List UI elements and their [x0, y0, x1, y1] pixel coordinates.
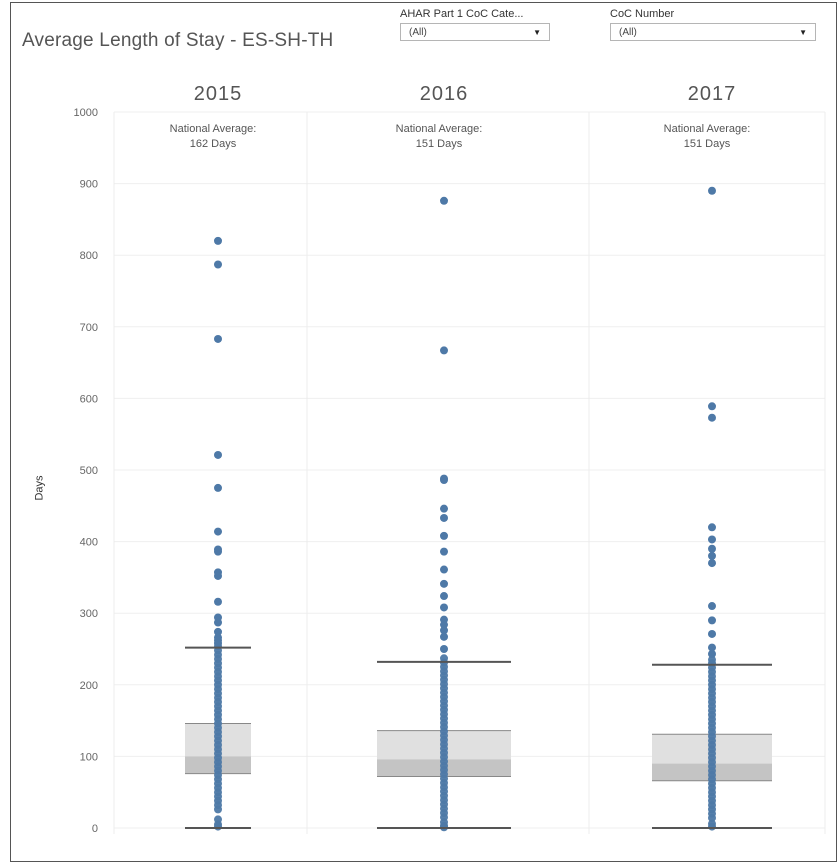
filter-ahar-label: AHAR Part 1 CoC Cate...: [400, 8, 524, 20]
chevron-down-icon: ▼: [533, 27, 541, 37]
filter-ahar-category: AHAR Part 1 CoC Cate... (All) ▼: [400, 8, 550, 41]
y-tick-label: 800: [80, 250, 98, 262]
outlier-point: [708, 650, 716, 659]
national-average-value: 151 Days: [416, 138, 463, 150]
outlier-point: [440, 565, 448, 574]
y-tick-label: 900: [80, 179, 98, 191]
y-tick-label: 700: [80, 322, 98, 334]
outlier-point: [440, 513, 448, 522]
y-tick-label: 600: [80, 393, 98, 405]
outlier-point: [214, 547, 222, 556]
outlier-point: [214, 627, 222, 636]
outlier-point: [708, 551, 716, 560]
outlier-point: [214, 527, 222, 536]
y-tick-label: 300: [80, 608, 98, 620]
outlier-point: [214, 597, 222, 606]
outlier-point: [708, 544, 716, 553]
outlier-point: [440, 645, 448, 653]
outlier-point: [708, 535, 716, 544]
outlier-point: [440, 547, 448, 556]
outlier-point: [214, 450, 222, 459]
dashboard-frame: [10, 2, 837, 862]
outlier-point: [440, 346, 448, 355]
outlier-point: [440, 476, 448, 485]
y-tick-label: 400: [80, 537, 98, 549]
national-average-label: National Average:: [170, 123, 257, 135]
national-average-label: National Average:: [664, 123, 751, 135]
outlier-point: [440, 531, 448, 540]
outlier-point: [214, 639, 222, 648]
national-average-value: 162 Days: [190, 138, 237, 150]
outlier-point: [440, 626, 448, 635]
data-point: [708, 822, 716, 831]
filter-coc-number: CoC Number (All) ▼: [610, 8, 816, 41]
outlier-point: [214, 618, 222, 627]
outlier-point: [708, 413, 716, 422]
data-point: [708, 813, 716, 822]
outlier-point: [214, 571, 222, 580]
outlier-point: [708, 402, 716, 411]
outlier-point: [708, 643, 716, 652]
panel-year-header: 2016: [420, 83, 469, 105]
outlier-point: [440, 620, 448, 629]
data-point: [214, 805, 222, 814]
outlier-point: [214, 483, 222, 492]
y-tick-label: 0: [92, 823, 98, 835]
outlier-point: [440, 196, 448, 205]
outlier-point: [708, 559, 716, 568]
outlier-point: [440, 504, 448, 513]
outlier-point: [708, 616, 716, 625]
filter-coc-label: CoC Number: [610, 8, 675, 20]
outlier-point: [708, 629, 716, 638]
filter-coc-dropdown[interactable]: (All) ▼: [610, 23, 816, 41]
y-tick-label: 500: [80, 465, 98, 477]
data-point: [214, 822, 222, 831]
outlier-point: [440, 592, 448, 601]
chart-title: Average Length of Stay - ES-SH-TH: [22, 30, 334, 51]
outlier-point: [708, 523, 716, 532]
outlier-point: [440, 603, 448, 612]
filter-ahar-value: (All): [409, 26, 427, 38]
panel-year-header: 2015: [194, 83, 243, 105]
outlier-point: [214, 236, 222, 245]
national-average-value: 151 Days: [684, 138, 731, 150]
outlier-point: [708, 602, 716, 611]
outlier-point: [440, 632, 448, 641]
filter-coc-value: (All): [619, 26, 637, 38]
outlier-point: [440, 579, 448, 588]
y-tick-label: 100: [80, 751, 98, 763]
filter-ahar-dropdown[interactable]: (All) ▼: [400, 23, 550, 41]
outlier-point: [214, 260, 222, 269]
y-tick-label: 1000: [74, 107, 98, 119]
panel-year-header: 2017: [688, 83, 737, 105]
y-tick-label: 200: [80, 680, 98, 692]
national-average-label: National Average:: [396, 123, 483, 135]
outlier-point: [708, 186, 716, 195]
outlier-point: [214, 334, 222, 343]
chevron-down-icon: ▼: [799, 27, 807, 37]
